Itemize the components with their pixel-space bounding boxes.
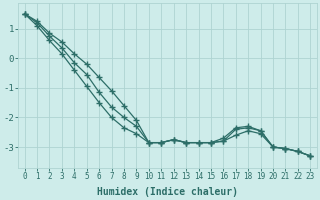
X-axis label: Humidex (Indice chaleur): Humidex (Indice chaleur) xyxy=(97,186,238,197)
